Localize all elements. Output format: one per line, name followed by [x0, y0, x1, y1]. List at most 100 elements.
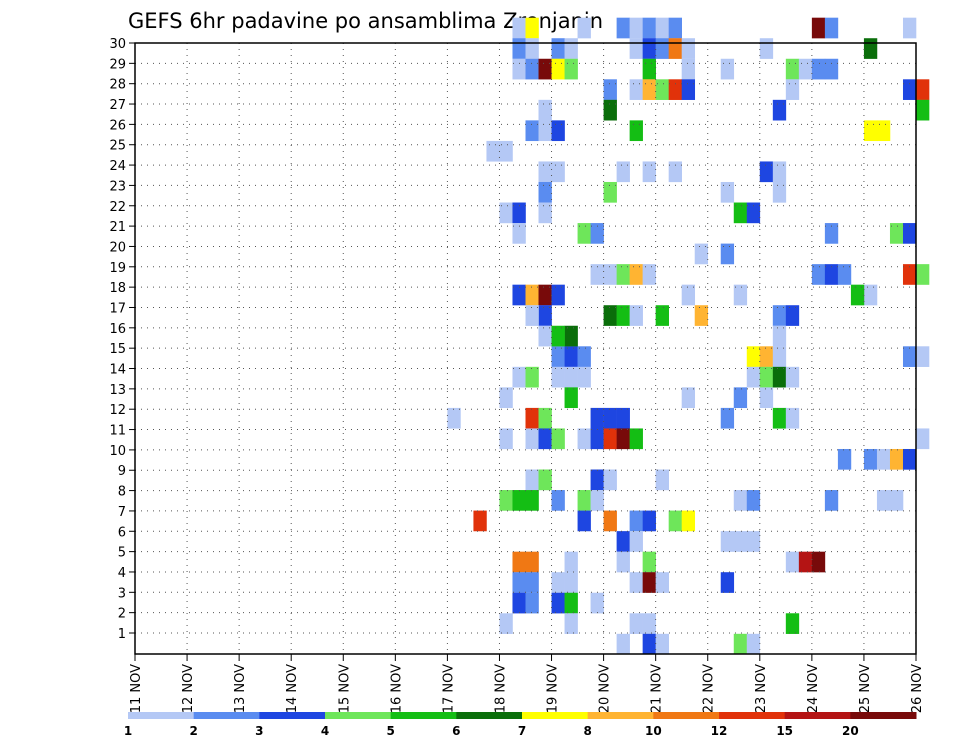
heatmap-cell — [785, 551, 800, 573]
heatmap-cell — [746, 202, 761, 224]
heatmap-cell — [720, 243, 735, 265]
heatmap-cell — [629, 510, 643, 532]
heatmap-cell — [616, 551, 630, 573]
heatmap-cell — [759, 161, 774, 183]
legend-label: 4 — [321, 724, 329, 738]
heatmap-cell — [629, 428, 643, 450]
x-tick-label: 15 NOV — [337, 664, 352, 713]
heatmap-cell — [512, 38, 526, 59]
heatmap-cell — [525, 428, 539, 450]
heatmap-cell — [577, 366, 591, 388]
heatmap-cell — [824, 490, 839, 511]
legend-label: 7 — [518, 724, 526, 738]
heatmap-cell — [824, 264, 839, 285]
heatmap-cell — [902, 79, 917, 100]
heatmap-cell — [772, 305, 787, 326]
heatmap-cell — [603, 79, 617, 100]
legend-label: 12 — [711, 724, 728, 738]
heatmap-cell — [681, 38, 696, 59]
heatmap-cell — [655, 469, 669, 491]
y-tick-label: 27 — [109, 98, 126, 113]
heatmap-cell — [759, 366, 774, 388]
heatmap-cell — [642, 572, 656, 593]
heatmap-cell — [798, 58, 813, 80]
heatmap-cell — [811, 17, 826, 39]
legend-label: 5 — [386, 724, 394, 738]
heatmap-cell — [889, 490, 904, 511]
heatmap-cell — [876, 490, 891, 511]
legend-swatch — [587, 712, 654, 719]
heatmap-cell — [577, 346, 591, 367]
heatmap-cell — [889, 448, 904, 470]
heatmap-cell — [759, 346, 774, 367]
heatmap-cell — [733, 202, 748, 224]
heatmap-cell — [525, 407, 539, 429]
heatmap-cell — [603, 305, 617, 326]
heatmap-cell — [733, 387, 748, 409]
heatmap-cell — [733, 633, 748, 655]
heatmap-cell — [525, 592, 539, 614]
heatmap-cell — [538, 161, 552, 183]
heatmap-cell — [655, 572, 669, 593]
heatmap-cell — [525, 551, 539, 573]
heatmap-cell — [642, 510, 656, 532]
y-tick-label: 1 — [118, 627, 126, 642]
heatmap-cell — [564, 366, 578, 388]
heatmap-cell — [720, 531, 735, 552]
heatmap-cell — [512, 572, 526, 593]
heatmap-cell — [590, 264, 604, 285]
plot-frame — [134, 42, 917, 655]
heatmap-cell — [629, 38, 643, 59]
x-tick-label: 19 NOV — [546, 664, 561, 713]
heatmap-cell — [538, 58, 552, 80]
y-tick-label: 2 — [118, 607, 126, 622]
heatmap-cell — [720, 58, 735, 80]
heatmap-cell — [811, 551, 826, 573]
legend-swatch — [128, 712, 195, 719]
heatmap-cell — [655, 38, 669, 59]
y-tick-label: 29 — [109, 57, 126, 72]
x-tick-label: 18 NOV — [493, 664, 508, 713]
heatmap-cell — [876, 448, 891, 470]
heatmap-cell — [577, 17, 591, 39]
legend-label: 3 — [255, 724, 263, 738]
heatmap-cell — [525, 469, 539, 491]
heatmap-cell — [629, 531, 643, 552]
heatmap-cell — [746, 531, 761, 552]
heatmap-cell — [551, 592, 565, 614]
y-tick-label: 14 — [109, 363, 126, 378]
y-tick-label: 28 — [109, 78, 126, 93]
heatmap-cell — [655, 17, 669, 39]
heatmap-cell — [538, 202, 552, 224]
heatmap-cell — [629, 79, 643, 100]
heatmap-cell — [772, 99, 787, 121]
heatmap-cell — [668, 79, 682, 100]
heatmap-cell — [577, 223, 591, 244]
heatmap-cell — [720, 407, 735, 429]
heatmap-cell — [616, 428, 630, 450]
heatmap-cell — [499, 428, 513, 450]
y-tick-label: 22 — [109, 200, 126, 215]
heatmap-cell — [772, 161, 787, 183]
heatmap-cell — [863, 120, 878, 142]
heatmap-cell — [499, 490, 513, 511]
grid-lines — [135, 42, 916, 654]
legend-swatch — [653, 712, 720, 719]
heatmap-cell — [655, 305, 669, 326]
heatmap-cell — [499, 613, 513, 634]
heatmap-cell — [525, 284, 539, 306]
axes: 1234567891011121314151617181920212223242… — [109, 37, 925, 713]
heatmap-cell — [902, 17, 917, 39]
heatmap-cell — [785, 79, 800, 100]
heatmap-cell — [642, 264, 656, 285]
y-tick-label: 25 — [109, 139, 126, 154]
heatmap-cell — [525, 17, 539, 39]
heatmap-cell — [512, 490, 526, 511]
heatmap-cell — [811, 58, 826, 80]
heatmap-cell — [538, 407, 552, 429]
heatmap-cell — [629, 613, 643, 634]
heatmap-cell — [512, 223, 526, 244]
heatmap-cell — [655, 79, 669, 100]
heatmap-cell — [837, 264, 852, 285]
x-tick-label: 26 NOV — [910, 664, 925, 713]
